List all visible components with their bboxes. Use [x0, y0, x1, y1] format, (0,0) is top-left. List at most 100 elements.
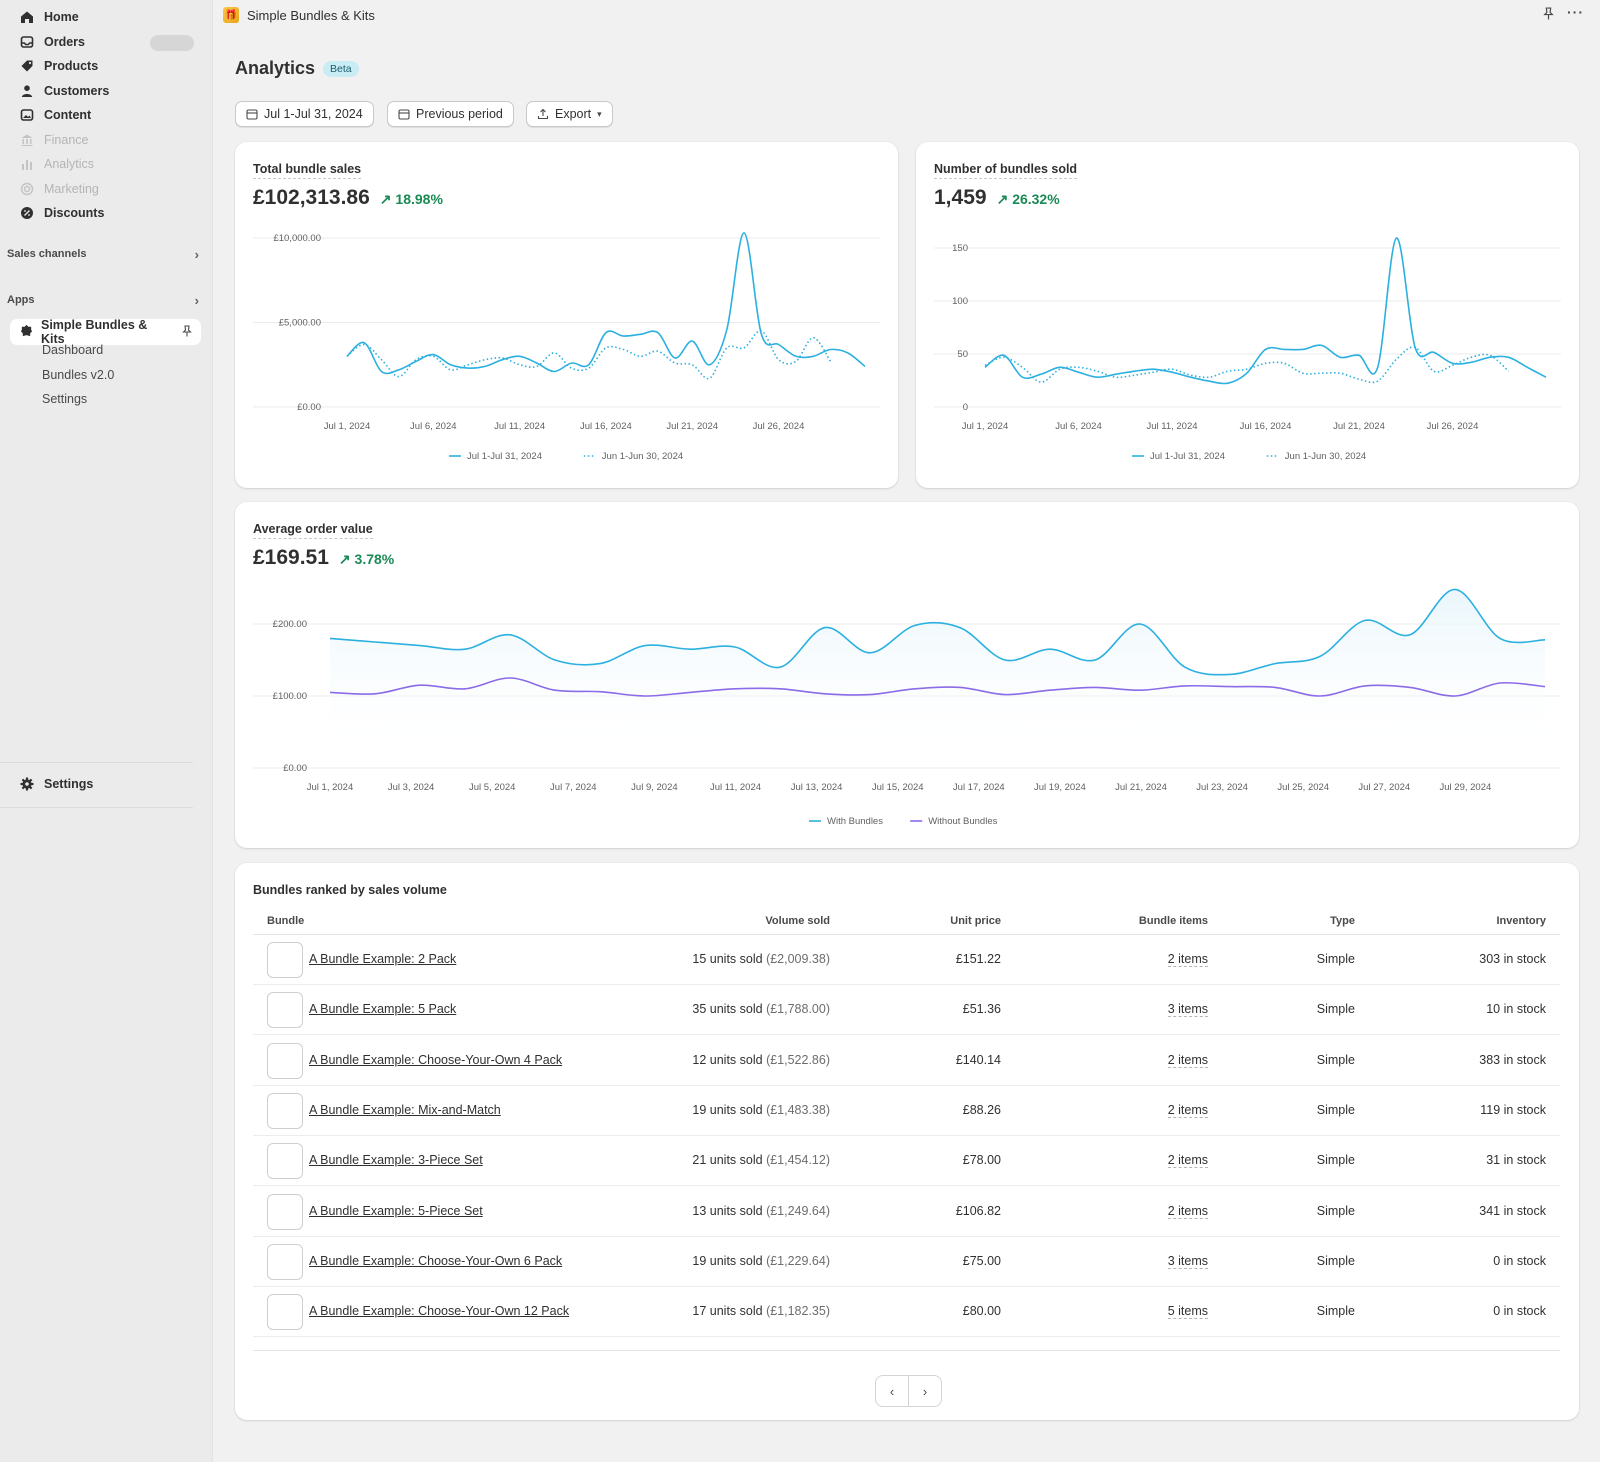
y-tick-label: £5,000.00 — [279, 318, 321, 329]
table-row[interactable]: A Bundle Example: Choose-Your-Own 4 Pack… — [253, 1036, 1560, 1086]
export-button[interactable]: Export ▾ — [526, 101, 613, 127]
sidebar: Home Orders Products Customers Content Financ… — [0, 0, 213, 1462]
sidebar-subitem-dashboard[interactable]: Dashboard — [42, 343, 104, 357]
bundle-items[interactable]: 3 items — [1167, 1253, 1208, 1269]
x-tick-label: Jul 16, 2024 — [1240, 421, 1292, 432]
sidebar-app-simple-bundles[interactable]: Simple Bundles & Kits — [10, 318, 201, 346]
table-row[interactable]: A Bundle Example: Choose-Your-Own 12 Pac… — [253, 1287, 1560, 1338]
card-title: Average order value — [253, 522, 373, 539]
column-header: Bundle — [267, 915, 305, 927]
bundle-items[interactable]: 2 items — [1167, 1203, 1208, 1219]
bundle-type: Simple — [1316, 1203, 1355, 1218]
sidebar-item-content[interactable]: Content — [12, 103, 202, 127]
x-tick-label: Jul 21, 2024 — [1333, 421, 1385, 432]
bundle-items[interactable]: 3 items — [1167, 1002, 1208, 1018]
bundle-name-link[interactable]: A Bundle Example: Choose-Your-Own 6 Pack — [309, 1253, 563, 1268]
column-header: Unit price — [950, 915, 1001, 927]
inventory: 31 in stock — [1486, 1153, 1546, 1168]
bundle-name-link[interactable]: A Bundle Example: 2 Pack — [309, 952, 457, 966]
unit-price: £80.00 — [962, 1304, 1001, 1319]
app-title: Simple Bundles & Kits — [247, 7, 375, 23]
sidebar-item-products[interactable]: Products — [12, 54, 202, 78]
x-tick-label: Jul 21, 2024 — [1115, 782, 1167, 793]
sidebar-item-orders[interactable]: Orders — [12, 30, 202, 54]
pagination-separator — [908, 1376, 909, 1406]
sidebar-item-settings[interactable]: Settings — [12, 772, 202, 796]
x-tick-label: Jul 1, 2024 — [324, 421, 370, 432]
legend-label: Without Bundles — [928, 816, 997, 827]
sidebar-item-discounts[interactable]: Discounts — [12, 201, 202, 225]
table-row[interactable]: A Bundle Example: Mix-and-Match 19 units … — [253, 1086, 1560, 1136]
table-row[interactable]: A Bundle Example: 2 Pack 15 units sold (£… — [253, 935, 1560, 985]
previous-page-button[interactable]: ‹ — [876, 1376, 908, 1406]
pagination: ‹ › — [875, 1375, 942, 1407]
sidebar-item-customers[interactable]: Customers — [12, 79, 202, 103]
date-range-button[interactable]: Jul 1-Jul 31, 2024 — [235, 101, 374, 127]
delta-value: 3.78% — [354, 551, 395, 567]
beta-badge: Beta — [323, 60, 359, 77]
y-tick-label: £10,000.00 — [273, 233, 321, 244]
sidebar-item-label: Settings — [44, 777, 94, 791]
bundle-name-link[interactable]: A Bundle Example: Choose-Your-Own 12 Pac… — [309, 1304, 570, 1319]
bundle-name-link[interactable]: A Bundle Example: 3-Piece Set — [309, 1153, 483, 1168]
more-options-icon[interactable]: ··· — [1567, 4, 1584, 20]
bundle-type: Simple — [1316, 1002, 1355, 1017]
metric: 1,459 ↗ 26.32% — [934, 186, 1060, 210]
units-sold: 13 units sold — [692, 1203, 763, 1218]
bundle-name-link[interactable]: A Bundle Example: Choose-Your-Own 4 Pack — [309, 1052, 563, 1067]
compare-period-label: Previous period — [416, 107, 503, 121]
metric: £169.51 ↗ 3.78% — [253, 546, 394, 570]
y-tick-label: 150 — [952, 243, 968, 254]
table-row[interactable]: A Bundle Example: 3-Piece Set 21 units so… — [253, 1136, 1560, 1187]
bundle-items[interactable]: 5 items — [1167, 1304, 1208, 1320]
sidebar-divider — [0, 762, 193, 763]
sidebar-item-home[interactable]: Home — [12, 5, 202, 29]
x-tick-label: Jul 1, 2024 — [962, 421, 1008, 432]
product-thumbnail — [267, 1042, 303, 1079]
export-label: Export — [555, 107, 592, 121]
product-thumbnail — [267, 1092, 303, 1129]
sales-amount: (£1,788.00) — [766, 1002, 830, 1017]
sidebar-item-finance[interactable]: Finance — [12, 128, 202, 152]
inventory: 119 in stock — [1480, 1102, 1546, 1117]
unit-price: £78.00 — [962, 1153, 1001, 1168]
bundle-items[interactable]: 2 items — [1167, 1102, 1208, 1118]
bundle-name-link[interactable]: A Bundle Example: 5-Piece Set — [309, 1203, 483, 1218]
bundle-items[interactable]: 2 items — [1167, 1052, 1208, 1068]
compare-period-button[interactable]: Previous period — [387, 101, 514, 127]
sidebar-item-marketing[interactable]: Marketing — [12, 177, 202, 201]
bundle-name-link[interactable]: A Bundle Example: 5 Pack — [309, 1002, 457, 1017]
table-row[interactable]: A Bundle Example: Choose-Your-Own 6 Pack… — [253, 1237, 1560, 1287]
total-bundle-sales-card: Total bundle sales £102,313.86 ↗ 18.98% … — [235, 142, 898, 488]
apps-label: Apps — [7, 294, 35, 306]
sidebar-subitem-settings[interactable]: Settings — [42, 392, 88, 406]
x-tick-label: Jul 23, 2024 — [1196, 782, 1248, 793]
calendar-icon — [398, 109, 410, 120]
sidebar-subitem-bundles[interactable]: Bundles v2.0 — [42, 368, 115, 382]
next-page-button[interactable]: › — [909, 1376, 941, 1406]
y-tick-label: £0.00 — [297, 402, 321, 413]
table-row[interactable]: A Bundle Example: 5-Piece Set 13 units so… — [253, 1187, 1560, 1237]
bundle-items[interactable]: 2 items — [1167, 1153, 1208, 1169]
sales-amount: (£1,454.12) — [766, 1153, 830, 1168]
sales-amount: (£1,249.64) — [766, 1203, 830, 1218]
x-tick-label: Jul 29, 2024 — [1440, 782, 1492, 793]
x-tick-label: Jul 3, 2024 — [388, 782, 434, 793]
bundle-name-link[interactable]: A Bundle Example: Mix-and-Match — [309, 1102, 501, 1117]
bundle-items[interactable]: 2 items — [1167, 952, 1208, 967]
table-row[interactable]: A Bundle Example: 5 Pack 35 units sold (£… — [253, 985, 1560, 1036]
legend-label: With Bundles — [827, 816, 883, 827]
bundle-type: Simple — [1316, 1052, 1355, 1067]
series-line-2 — [984, 346, 1510, 384]
units-sold: 17 units sold — [692, 1304, 763, 1319]
average-order-value-card: Average order value £169.51 ↗ 3.78% £200… — [235, 502, 1579, 848]
bundle-type: Simple — [1316, 1102, 1355, 1117]
pin-icon[interactable] — [181, 324, 193, 340]
chevron-right-icon: › — [194, 292, 199, 308]
sales-channels-header[interactable]: Sales channels › — [7, 245, 203, 263]
sidebar-item-analytics[interactable]: Analytics — [12, 152, 202, 176]
apps-header[interactable]: Apps › — [7, 291, 203, 309]
x-tick-label: Jul 11, 2024 — [1146, 421, 1197, 432]
pin-icon[interactable] — [1542, 7, 1555, 23]
